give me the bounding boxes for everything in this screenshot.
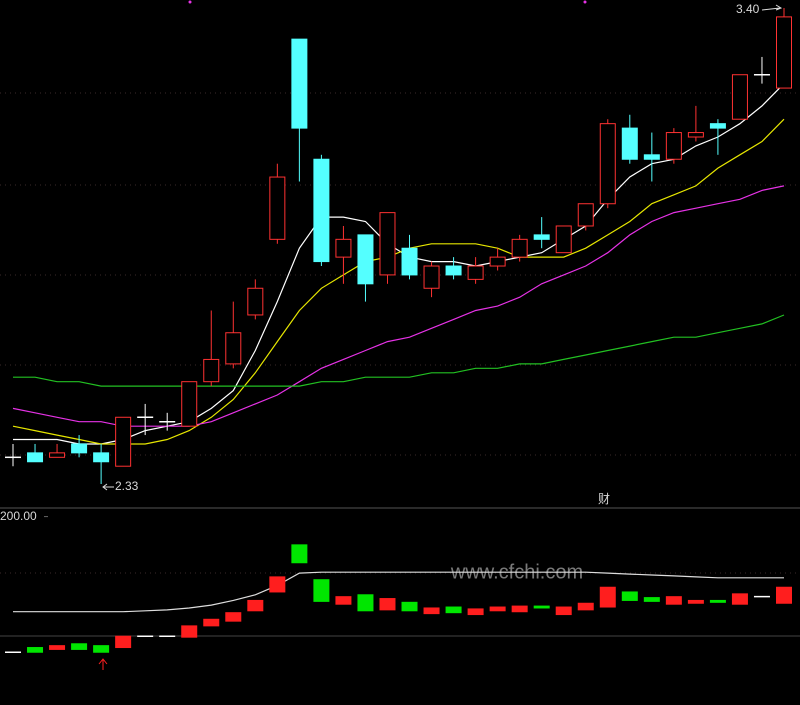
candle-body [687,132,704,138]
candle-body [291,38,308,129]
candle-body [445,606,462,614]
candle-body [49,645,66,650]
candle-body [49,452,66,458]
candle-body [467,608,484,616]
marker-dot [188,0,192,4]
candle-body [555,606,572,616]
candle-body [93,645,110,653]
candle-body [313,158,330,263]
candle-body [577,203,594,227]
candle-body [445,265,462,276]
candle-body [225,332,242,365]
candle-body [776,586,792,604]
candle-body [401,601,418,612]
high-label: 3.40 [736,2,760,16]
candle-body [599,123,616,205]
line-series [13,571,784,613]
candle-body [335,596,352,605]
candle-body [731,593,748,605]
candle-body [577,602,594,611]
candle-body [291,544,308,564]
candle-body [489,606,506,612]
candle-body [313,579,330,602]
candle-body [203,358,220,383]
candle-body [687,599,704,604]
candle-body [181,381,198,427]
candle-body [533,234,550,240]
line-series [12,185,785,427]
candle-body [27,647,44,653]
candle-body [71,443,88,454]
candle-body [665,596,682,605]
candle-body [621,591,638,601]
candle-body [467,265,484,280]
marker-label: 财 [598,492,610,506]
candle-body [269,576,286,593]
candle-body [269,176,286,240]
candle-body [511,605,528,613]
candle-body [776,16,792,89]
line-series [13,314,785,387]
arrow [102,483,114,491]
arrow [98,658,108,670]
candle-body [71,643,88,650]
candle-body [181,625,198,638]
candle-body [335,238,352,258]
candle-body [489,256,506,267]
candle-body [203,618,220,627]
candle-body [511,238,528,258]
y-tick-label: 200.00 [0,509,37,523]
candle-body [27,452,44,463]
candle-body [93,452,110,463]
candle-body [379,598,396,611]
candle-body [115,635,132,649]
dotted-guides [0,92,800,574]
candle-body [401,247,418,276]
candle-body [709,599,726,603]
candle-body [643,154,660,160]
line-series [12,118,785,445]
candle-body [555,225,572,254]
candle-body [379,212,396,276]
low-label: 2.33 [115,479,139,493]
candle-body [643,597,660,602]
candle-body [357,594,374,612]
candle-body [599,586,616,608]
candle-body [533,605,550,609]
candle-body [423,607,440,615]
line-series [13,83,785,445]
candle-body [731,74,748,120]
candle-body [225,612,242,622]
candle-body [621,127,638,160]
candle-body [115,416,132,467]
candle-body [357,234,374,285]
candle-body [665,132,682,160]
candle-body [247,599,264,612]
marker-dot [583,0,587,4]
candle-body [423,265,440,289]
candle-body [247,287,264,316]
arrow [761,4,783,11]
candle-body [709,123,726,129]
